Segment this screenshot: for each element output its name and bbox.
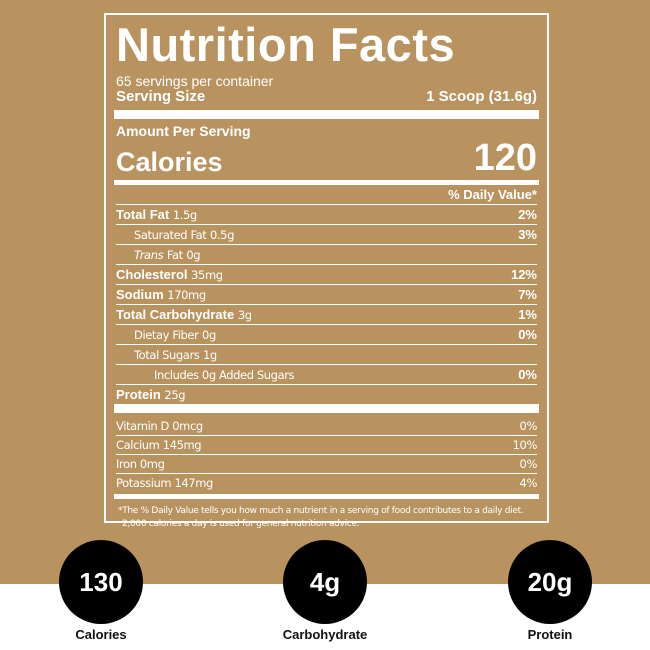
calories-row: Calories 120: [116, 139, 537, 177]
vitamin-dv: 10%: [512, 438, 538, 452]
nutrient-name: Includes 0g Added Sugars: [154, 368, 295, 382]
vitamin-row-vitamin-d: Vitamin D 0mcg 0%: [116, 416, 537, 435]
nutrient-row-total-carbohydrate: Total Carbohydrate 3g 1%: [116, 304, 537, 324]
vitamin-amount: 145mg: [162, 438, 202, 452]
nutrient-row-added-sugars: Includes 0g Added Sugars 0%: [116, 364, 537, 384]
nutrient-dv: 1%: [518, 307, 537, 322]
carbohydrate-circle: 4g: [283, 540, 367, 624]
nutrition-facts-panel: Nutrition Facts 65 servings per containe…: [104, 13, 549, 529]
nutrient-dv: 0%: [518, 367, 537, 382]
nutrient-amount: 0.5g: [210, 228, 234, 242]
nutrient-name: Cholesterol: [116, 267, 188, 282]
nutrient-row-saturated-fat: Saturated Fat 0.5g 3%: [116, 224, 537, 244]
nutrient-name: Total Fat: [116, 207, 170, 222]
serving-size-row: Serving Size 1 Scoop (31.6g): [116, 88, 537, 106]
nutrient-row-sodium: Sodium 170mg 7%: [116, 284, 537, 304]
vitamin-amount: 0mcg: [172, 418, 203, 433]
vitamin-dv: 4%: [519, 476, 538, 490]
calories-value: 120: [473, 137, 537, 179]
nutrient-dv: 0%: [518, 327, 537, 342]
protein-circle: 20g: [508, 540, 592, 624]
nutrient-dv: 3%: [518, 227, 537, 242]
vitamin-name: Iron: [116, 457, 137, 471]
vitamin-dv: 0%: [519, 457, 538, 471]
nutrient-name: Sodium: [116, 287, 164, 302]
vitamin-name: Vitamin D: [116, 418, 169, 433]
nutrient-amount: 1.5g: [172, 208, 197, 222]
calories-highlight-label: Calories: [75, 627, 127, 642]
vitamin-row-potassium: Potassium 147mg 4%: [116, 473, 537, 492]
divider-medium: [114, 180, 539, 185]
daily-value-header: % Daily Value*: [448, 187, 537, 202]
nutrient-amount: 25g: [164, 388, 186, 402]
nutrient-row-cholesterol: Cholesterol 35mg 12%: [116, 264, 537, 284]
divider-medium: [114, 494, 539, 499]
nutrient-amount: 1g: [203, 348, 217, 362]
footnote-line-1: *The % Daily Value tells you how much a …: [118, 506, 524, 516]
vitamin-amount: 0mg: [139, 457, 165, 471]
nutrient-name: Dietay Fiber: [134, 328, 199, 342]
amount-per-serving: Amount Per Serving: [116, 123, 251, 139]
vitamin-row-calcium: Calcium 145mg 10%: [116, 435, 537, 454]
divider-thick: [114, 110, 539, 119]
vitamin-row-iron: Iron 0mg 0%: [116, 454, 537, 473]
protein-highlight-label: Protein: [527, 627, 573, 642]
serving-size-value: 1 Scoop (31.6g): [426, 88, 537, 105]
nutrient-name: Saturated Fat: [134, 228, 207, 242]
nutrient-amount: 0g: [202, 328, 216, 342]
nutrient-row-protein: Protein 25g: [116, 384, 537, 404]
nutrient-amount: 35mg: [191, 268, 223, 282]
nutrient-row-total-fat: Total Fat 1.5g 2%: [116, 204, 537, 224]
nutrient-name-suffix: Fat: [166, 248, 183, 262]
servings-per-container: 65 servings per container: [116, 73, 274, 89]
calories-circle: 130: [59, 540, 143, 624]
footnote-line-2: 2,000 calories a day is used for general…: [122, 519, 360, 529]
vitamin-dv: 0%: [519, 418, 538, 433]
carbohydrate-highlight-value: 4g: [309, 566, 341, 597]
nutrient-name: Protein: [116, 387, 161, 402]
nutrient-row-dietary-fiber: Dietay Fiber 0g 0%: [116, 324, 537, 344]
nutrient-dv: 2%: [518, 207, 537, 222]
nutrient-row-trans-fat: Trans Fat 0g: [116, 244, 537, 264]
nutrient-amount: 0g: [186, 248, 201, 262]
nutrient-dv: 7%: [518, 287, 537, 302]
calories-label: Calories: [116, 147, 223, 177]
calories-highlight-value: 130: [79, 566, 123, 597]
serving-size-label: Serving Size: [116, 88, 206, 105]
vitamin-name: Potassium: [116, 476, 172, 490]
nutrient-amount: 3g: [237, 308, 252, 322]
vitamin-name: Calcium: [116, 438, 160, 452]
footnote: *The % Daily Value tells you how much a …: [116, 499, 537, 531]
divider-thick: [114, 404, 539, 413]
nutrient-name: Trans: [134, 248, 164, 262]
nutrient-amount: 170mg: [167, 288, 206, 302]
nutrient-name: Total Sugars: [134, 348, 200, 362]
nutrient-row-total-sugars: Total Sugars 1g: [116, 344, 537, 364]
tan-background: [0, 0, 650, 584]
protein-highlight-value: 20g: [527, 566, 573, 597]
nutrition-facts-title: Nutrition Facts: [116, 18, 456, 71]
carbohydrate-highlight-label: Carbohydrate: [282, 627, 368, 642]
vitamin-amount: 147mg: [174, 476, 213, 490]
nutrient-name: Total Carbohydrate: [116, 307, 235, 322]
nutrient-dv: 12%: [510, 267, 537, 282]
